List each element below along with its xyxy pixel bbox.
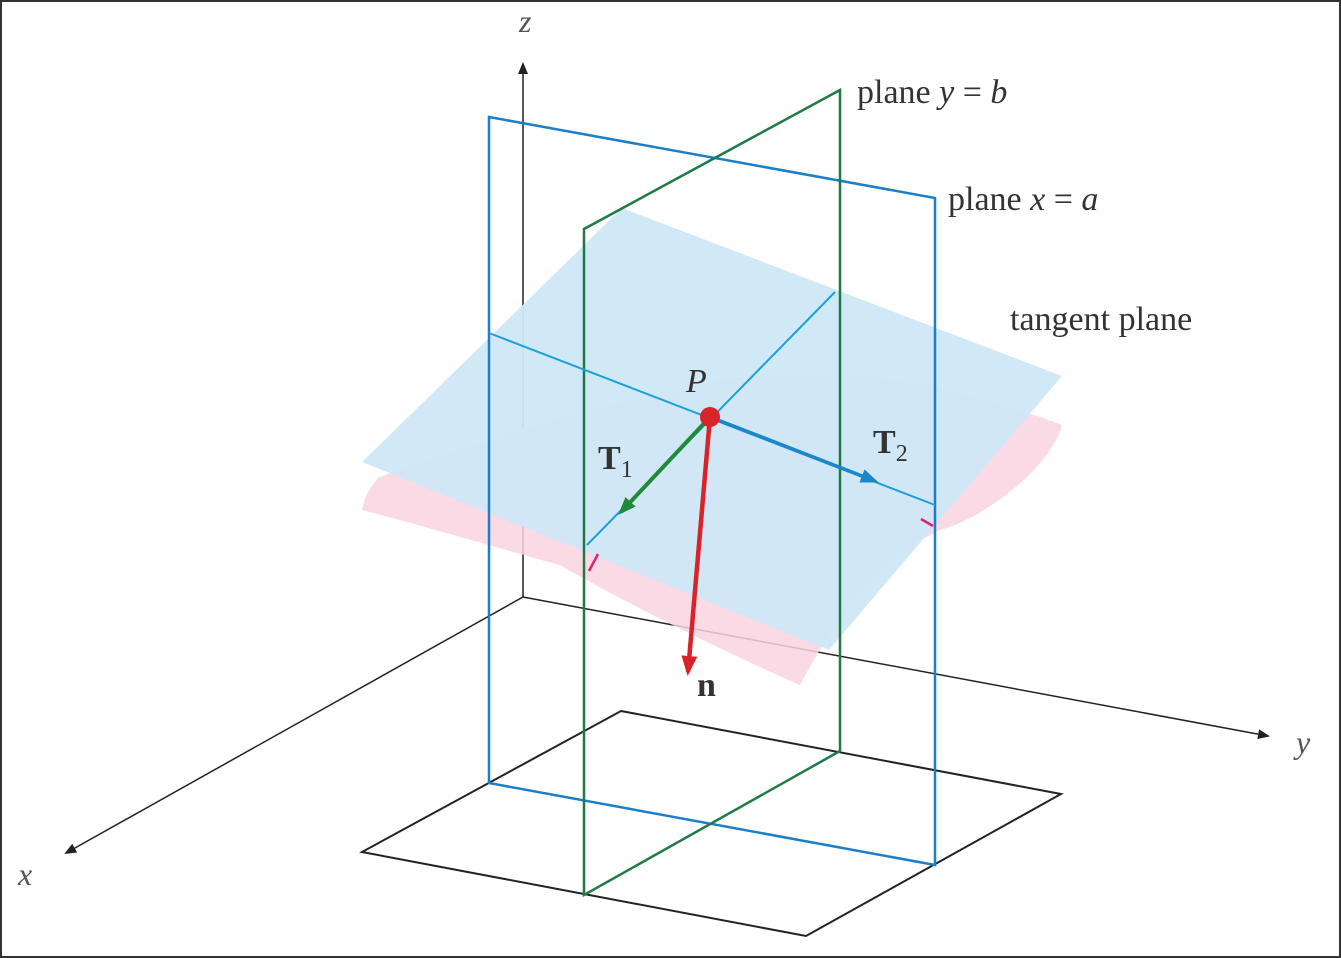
point-P-label: P <box>685 363 707 400</box>
surface-tick-left <box>587 553 600 572</box>
tangent-vector-T2 <box>709 415 879 483</box>
z-axis-label: z <box>518 3 532 39</box>
y-axis <box>522 596 1270 740</box>
base-rectangle <box>359 709 1064 938</box>
T2-label: T2 <box>873 424 908 467</box>
plane-x-label: plane x = a <box>948 181 1098 218</box>
tangent-plane <box>362 208 1062 650</box>
surface-tick-right <box>920 517 934 528</box>
tangent-vector-T1 <box>618 415 712 515</box>
x-axis-label: x <box>17 856 32 892</box>
tangent-plane-label: tangent plane <box>1010 301 1192 338</box>
point-P <box>700 407 720 427</box>
normal-n-label: n <box>697 667 716 704</box>
plane-y-equals-b <box>582 87 842 898</box>
y-axis-label: y <box>1293 724 1311 760</box>
normal-vector-n <box>681 416 713 676</box>
x-axis <box>64 596 524 854</box>
plane-y-label: plane y = b <box>857 74 1007 111</box>
plane-x-equals-a <box>487 115 937 867</box>
T1-label: T1 <box>598 440 633 483</box>
